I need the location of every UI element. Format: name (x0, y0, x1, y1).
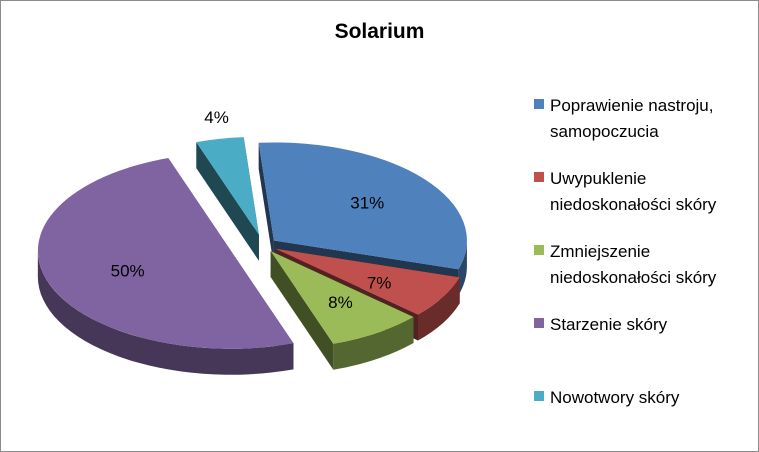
pie-slice-rim-2-0 (333, 316, 414, 370)
pie-tops (37, 137, 467, 349)
pie-slice-wall-0-0 (258, 142, 274, 267)
legend-label: Nowotwory skóry (550, 388, 680, 407)
chart-title: Solarium (334, 20, 425, 43)
legend-label: Starzenie skóry (550, 315, 668, 334)
legend-label: Zmniejszenie niedoskonałości skóry (550, 242, 717, 287)
pie-slice-rim-3-0 (37, 250, 294, 375)
legend-swatch (534, 99, 544, 109)
pie-slice-rim-0-0 (458, 240, 467, 296)
pie-slice-1 (275, 248, 460, 315)
legend-swatch (534, 172, 544, 182)
legend-label: Poprawienie nastroju, samopoczucia (550, 96, 714, 141)
legend-swatch (534, 245, 544, 255)
pie-data-label-2: 8% (328, 293, 353, 312)
legend-swatch (534, 318, 544, 328)
pie-slice-3 (37, 158, 294, 349)
pie-slice-wall-2-1 (270, 251, 334, 370)
pie-slice-0 (258, 142, 467, 270)
pie-data-label-0: 31% (350, 193, 384, 212)
pie-data-label-3: 50% (111, 261, 145, 280)
pie-data-label-1: 7% (367, 274, 392, 293)
pie-slice-rim-1-0 (418, 277, 460, 341)
legend-swatch (534, 391, 544, 401)
pie-data-labels: 31% 7% 8% 50% 4% (111, 108, 392, 312)
legend-label: Uwypuklenie niedoskonałości skóry (550, 169, 717, 214)
pie-slice-4 (196, 137, 259, 235)
pie-data-label-4: 4% (204, 108, 229, 127)
pie-slice-2 (270, 251, 414, 344)
pie-slice-wall-4-0 (196, 142, 259, 261)
